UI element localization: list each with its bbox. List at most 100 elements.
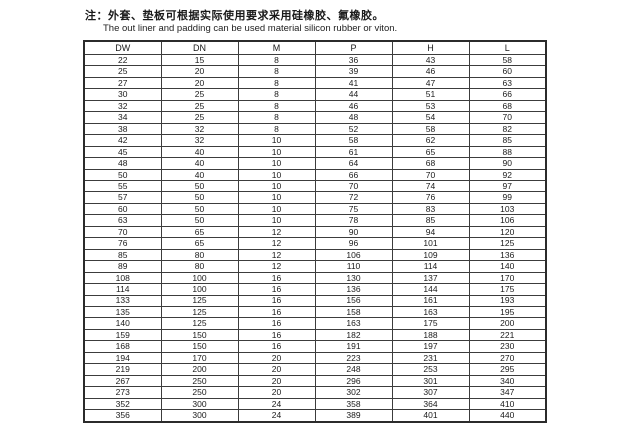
table-row: 89 80 12 110 114 140 [83, 260, 547, 273]
table-cell: 200 [160, 363, 239, 376]
table-cell: 30 [83, 88, 162, 101]
table-cell: 32 [83, 99, 162, 113]
table-cell: 20 [237, 363, 316, 376]
note-chinese: 注：外套、垫板可根据实际使用要求采用硅橡胶、氟橡胶。 [85, 9, 384, 22]
table-cell: 125 [160, 294, 239, 307]
table-row: 38 32 8 52 58 82 [83, 122, 547, 136]
table-cell: 89 [83, 260, 162, 273]
table-cell: 80 [160, 260, 239, 273]
table-cell: 58 [468, 53, 547, 67]
table-cell: 223 [314, 351, 393, 365]
table-cell: 140 [468, 260, 547, 273]
table-cell: 72 [314, 191, 393, 204]
table-cell: 62 [391, 134, 470, 147]
table-row: 48 40 10 64 68 90 [83, 157, 547, 170]
table-cell: 16 [237, 340, 316, 353]
table-cell: 114 [391, 260, 470, 273]
table-row: 63 50 10 78 85 106 [83, 214, 547, 227]
table-cell: 136 [468, 248, 547, 262]
table-row: 133 125 16 156 161 193 [83, 294, 547, 307]
table-cell: 40 [160, 168, 239, 182]
table-cell: 50 [160, 191, 239, 204]
table-row: 22 15 8 36 43 58 [83, 53, 547, 67]
table-cell: 22 [83, 53, 162, 67]
table-cell: 8 [237, 122, 316, 136]
table-cell: 70 [83, 225, 162, 239]
table-cell: 25 [160, 99, 239, 113]
table-cell: 10 [237, 168, 316, 182]
table-cell: 70 [391, 168, 470, 182]
table-cell: 54 [391, 111, 470, 124]
table-cell: 70 [468, 111, 547, 124]
table-cell: 80 [160, 248, 239, 262]
table-cell: 12 [237, 237, 316, 250]
table-row: 60 50 10 75 83 103 [83, 202, 547, 216]
table-cell: 221 [468, 328, 547, 342]
table-row: 27 20 8 41 47 63 [83, 76, 547, 90]
table-cell: 10 [237, 214, 316, 227]
table-cell: 40 [160, 157, 239, 170]
table-cell: 8 [237, 111, 316, 124]
table-cell: 16 [237, 283, 316, 296]
table-cell: 94 [391, 225, 470, 239]
table-row: 273 250 20 302 307 347 [83, 386, 547, 399]
table-cell: 52 [314, 122, 393, 136]
table-cell: 10 [237, 202, 316, 216]
table-cell: 46 [391, 65, 470, 78]
table-cell: 170 [468, 271, 547, 285]
table-row: 352 300 24 358 364 410 [83, 397, 547, 411]
table-cell: 16 [237, 294, 316, 307]
table-cell: 68 [468, 99, 547, 113]
table-cell: 55 [83, 179, 162, 193]
table-cell: 60 [83, 202, 162, 216]
table-cell: 50 [160, 214, 239, 227]
header-row: DW DN M P H L [83, 40, 547, 55]
table-cell: 20 [237, 351, 316, 365]
table-cell: 8 [237, 76, 316, 90]
table-cell: 191 [314, 340, 393, 353]
table-row: 194 170 20 223 231 270 [83, 351, 547, 365]
dimension-table-body: 22 15 8 36 43 58 25 20 8 39 46 60 27 20 8 41 47 63 30 25 8 44… [83, 53, 547, 423]
table-cell: 140 [83, 317, 162, 330]
table-cell: 16 [237, 305, 316, 319]
table-cell: 250 [160, 374, 239, 388]
table-cell: 248 [314, 363, 393, 376]
table-cell: 63 [83, 214, 162, 227]
table-cell: 219 [83, 363, 162, 376]
table-cell: 273 [83, 386, 162, 399]
table-cell: 10 [237, 134, 316, 147]
table-cell: 307 [391, 386, 470, 399]
table-cell: 16 [237, 328, 316, 342]
table-cell: 92 [468, 168, 547, 182]
table-cell: 300 [160, 397, 239, 411]
table-cell: 175 [468, 283, 547, 296]
table-cell: 8 [237, 65, 316, 78]
table-cell: 296 [314, 374, 393, 388]
table-cell: 133 [83, 294, 162, 307]
table-cell: 12 [237, 260, 316, 273]
table-cell: 125 [468, 237, 547, 250]
table-cell: 300 [160, 409, 239, 423]
table-cell: 197 [391, 340, 470, 353]
table-cell: 97 [468, 179, 547, 193]
table-cell: 44 [314, 88, 393, 101]
table-cell: 39 [314, 65, 393, 78]
table-cell: 76 [391, 191, 470, 204]
table-cell: 440 [468, 409, 547, 423]
table-cell: 364 [391, 397, 470, 411]
table-cell: 270 [468, 351, 547, 365]
table-cell: 85 [391, 214, 470, 227]
table-row: 219 200 20 248 253 295 [83, 363, 547, 376]
table-cell: 136 [314, 283, 393, 296]
table-cell: 25 [83, 65, 162, 78]
table-cell: 110 [314, 260, 393, 273]
table-cell: 68 [391, 157, 470, 170]
table-cell: 352 [83, 397, 162, 411]
table-cell: 230 [468, 340, 547, 353]
table-cell: 60 [468, 65, 547, 78]
table-cell: 120 [468, 225, 547, 239]
table-cell: 58 [314, 134, 393, 147]
table-cell: 48 [83, 157, 162, 170]
table-cell: 50 [160, 202, 239, 216]
